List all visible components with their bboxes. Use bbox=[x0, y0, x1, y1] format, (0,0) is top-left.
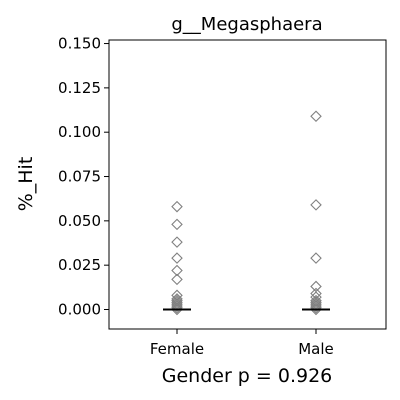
x-tick-label: Female bbox=[150, 340, 204, 358]
y-axis: 0.000 0.025 0.050 0.075 0.100 0.125 0.150 bbox=[58, 35, 109, 318]
chart-title: g__Megasphaera bbox=[171, 14, 322, 35]
y-tick-label: 0.050 bbox=[58, 212, 101, 230]
x-axis-title: Gender p = 0.926 bbox=[162, 365, 333, 387]
data-point bbox=[171, 252, 183, 264]
y-axis-title: %_Hit bbox=[15, 157, 37, 212]
data-point bbox=[310, 296, 322, 309]
data-point bbox=[171, 218, 183, 231]
data-point bbox=[310, 303, 322, 316]
data-point bbox=[310, 252, 322, 264]
y-tick-label: 0.150 bbox=[58, 35, 101, 53]
data-point bbox=[171, 303, 183, 316]
y-tick-label: 0.125 bbox=[58, 79, 101, 97]
data-point bbox=[171, 300, 183, 312]
x-tick-label: Male bbox=[298, 340, 334, 358]
data-point bbox=[310, 300, 322, 312]
data-point bbox=[310, 301, 322, 314]
data-point bbox=[310, 199, 322, 211]
data-point bbox=[310, 110, 322, 123]
y-tick-label: 0.100 bbox=[58, 123, 101, 141]
data-point bbox=[171, 301, 183, 314]
data-point bbox=[171, 264, 183, 277]
data-points bbox=[171, 110, 322, 316]
data-point bbox=[310, 294, 322, 307]
plot-frame bbox=[108, 39, 387, 330]
x-axis: Female Male bbox=[150, 329, 334, 358]
data-point bbox=[171, 273, 183, 286]
data-point bbox=[310, 280, 322, 293]
data-point bbox=[171, 236, 183, 248]
y-tick-label: 0.025 bbox=[58, 256, 101, 274]
y-tick-label: 0.075 bbox=[58, 168, 101, 186]
data-point bbox=[171, 200, 183, 213]
data-point bbox=[171, 296, 183, 309]
y-tick-label: 0.000 bbox=[58, 300, 101, 318]
data-point bbox=[171, 294, 183, 307]
